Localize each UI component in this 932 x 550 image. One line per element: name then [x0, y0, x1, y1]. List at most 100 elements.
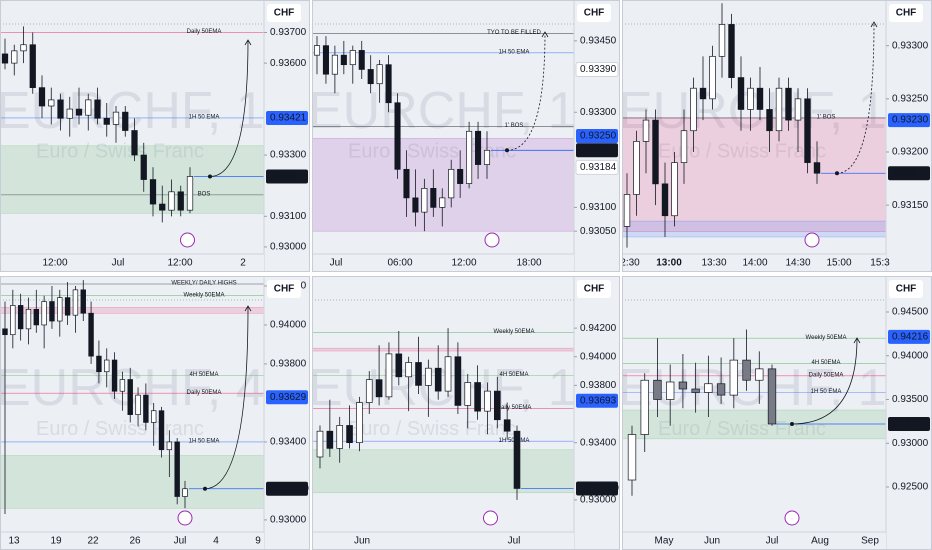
candle-body — [804, 98, 811, 163]
candle-body — [313, 45, 321, 56]
watermark-subtitle: Euro / Swiss Franc — [348, 141, 516, 163]
annotation-label: 1H 50 EMA — [811, 389, 842, 395]
candle-body — [403, 168, 410, 199]
candle-body — [709, 55, 716, 100]
x-tick-label: Jul — [508, 536, 521, 547]
price-label: 0.93421 — [270, 113, 307, 124]
price-label: 0.93629 — [270, 392, 307, 403]
time-axis — [622, 532, 886, 550]
annotation-label: 4H 50EMA — [811, 360, 840, 366]
candle-body — [150, 410, 157, 423]
marker-label: 0.93390 — [580, 64, 617, 75]
currency-box — [577, 280, 611, 298]
candle-body — [395, 353, 403, 378]
countdown: 3d 8h — [892, 419, 917, 430]
candle-body — [653, 379, 662, 400]
candle-body — [143, 394, 149, 423]
candle-body — [690, 87, 697, 132]
candle-body — [2, 328, 8, 336]
candle-body — [112, 111, 120, 125]
currency-box — [889, 280, 923, 298]
annotation-label: TYO TO BE FILLED — [487, 30, 541, 36]
marker-label: 0.93184 — [580, 162, 617, 173]
zone — [312, 449, 575, 494]
candle-body — [728, 24, 735, 78]
arrow-head — [541, 31, 549, 38]
candle-body — [49, 301, 55, 322]
currency: CHF — [896, 284, 917, 295]
annotation-label: 4H 50EMA — [189, 372, 218, 378]
candle-body — [747, 87, 754, 110]
annotation-label: 1' BOS — [505, 123, 524, 129]
candle-body — [633, 140, 640, 195]
arrow-head — [870, 21, 878, 28]
arrow-head — [853, 337, 861, 344]
candle-body — [358, 50, 365, 70]
candle-body — [493, 390, 501, 421]
price-label: 0.94216 — [892, 331, 929, 342]
candle-body — [25, 308, 32, 330]
y-tick-label: 0.93800 — [580, 380, 617, 391]
candle-body — [642, 119, 650, 142]
y-tick-label: 0.93050 — [580, 226, 617, 237]
x-tick-label: 06:00 — [387, 258, 412, 269]
panel-background — [0, 0, 310, 272]
zone — [0, 145, 265, 214]
countdown: 00:50 — [892, 168, 917, 179]
x-tick-label: Jun — [354, 536, 370, 547]
candle-body — [737, 77, 745, 110]
candle-body — [159, 203, 166, 211]
zone — [312, 138, 575, 232]
candle-body — [57, 297, 63, 322]
price-label-box — [576, 129, 618, 144]
candle-body — [158, 410, 165, 451]
countdown-box — [576, 143, 618, 158]
currency: CHF — [274, 8, 295, 19]
time-axis — [312, 532, 574, 550]
candle-body — [729, 359, 738, 396]
watermark-subtitle: Euro / Swiss Franc — [658, 141, 826, 163]
y-tick-label: 0.93300 — [892, 40, 929, 51]
candle-body — [716, 383, 726, 396]
candle-body — [640, 379, 649, 435]
x-tick-label: 12:00 — [42, 258, 67, 269]
candle-body — [385, 64, 392, 104]
candle-body — [10, 305, 16, 336]
candle-body — [96, 355, 102, 373]
currency-box — [267, 280, 301, 298]
zone — [0, 307, 265, 314]
x-tick-label: 15:3 — [870, 258, 890, 269]
annotation-label: 4H 50EMA — [499, 372, 528, 378]
candle-body — [661, 183, 669, 217]
candle-body — [11, 50, 18, 64]
price-axis — [264, 276, 310, 550]
candle-body — [699, 87, 707, 100]
annotation-label: 1H 50 EMA — [499, 49, 530, 55]
currency: CHF — [584, 8, 605, 19]
currency-box — [577, 4, 611, 22]
x-tick-label: 12:00 — [451, 258, 476, 269]
candle-body — [678, 381, 688, 390]
price-axis — [574, 276, 620, 550]
alert-icon — [483, 510, 498, 526]
price-label-box — [266, 390, 308, 405]
price-label: 0.93230 — [892, 115, 929, 126]
y-tick-label: 0.92500 — [892, 482, 929, 493]
candle-body — [336, 425, 344, 449]
candle-body — [326, 430, 334, 449]
candle-body — [785, 87, 792, 121]
candle-body — [66, 108, 73, 119]
candle-body — [340, 54, 347, 66]
annotation-label: 1H 50 EMA — [189, 115, 220, 121]
alert-icon — [177, 510, 193, 526]
candle-body — [652, 119, 659, 185]
projection-arrow — [791, 337, 858, 425]
candle-body — [122, 111, 129, 131]
panel-background — [312, 276, 620, 550]
candle-body — [48, 99, 55, 107]
price-label: 0.93693 — [580, 395, 617, 406]
candle-body — [85, 99, 92, 116]
candle-body — [475, 130, 482, 165]
y-tick-label: 0.93500 — [892, 394, 929, 405]
